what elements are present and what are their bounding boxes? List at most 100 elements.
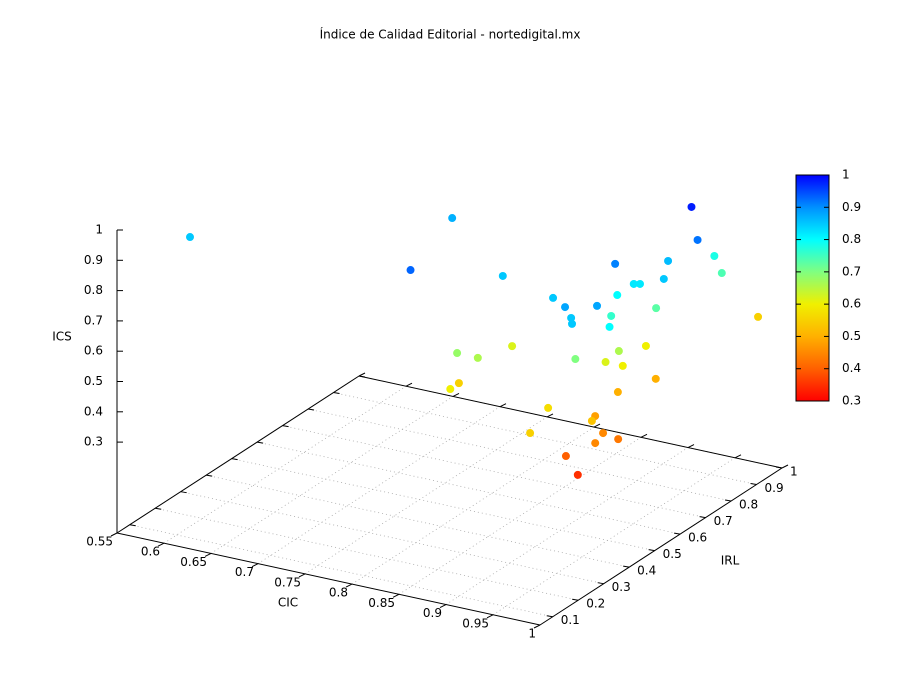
grid-line [206, 474, 630, 568]
z-tick-label: 0.8 [84, 283, 103, 297]
data-point [498, 271, 507, 280]
data-point [448, 214, 457, 223]
data-point [710, 252, 719, 261]
data-point [614, 435, 623, 444]
data-point [561, 303, 570, 312]
x-tick [546, 413, 554, 418]
grid-line [351, 426, 595, 585]
data-point [693, 235, 702, 244]
z-tick-label: 0.6 [84, 344, 103, 358]
data-point [601, 358, 610, 367]
data-point [629, 279, 638, 288]
x-tick-label: 0.8 [329, 586, 348, 600]
data-point [659, 274, 668, 283]
y-tick [129, 524, 136, 527]
x-tick-label: 0.7 [235, 565, 254, 579]
z-tick-label: 0.7 [84, 313, 103, 327]
grid-line [180, 491, 604, 585]
x-tick-label: 0.75 [274, 575, 301, 589]
data-point [607, 311, 616, 320]
x-tick [486, 614, 494, 619]
z-tick-label: 0.9 [84, 253, 103, 267]
y-tick-label: 0.9 [765, 481, 784, 495]
data-point [473, 353, 482, 362]
data-point [635, 279, 644, 288]
x-tick [405, 382, 413, 387]
y-tick-label: 0.8 [739, 498, 758, 512]
z-tick-label: 1 [95, 223, 103, 237]
x-axis-label: CIC [278, 596, 298, 610]
y-tick [180, 491, 187, 494]
data-point [567, 313, 576, 322]
grid-line [129, 524, 553, 618]
data-point [561, 452, 570, 461]
y-tick [724, 499, 732, 502]
data-point [549, 293, 558, 302]
z-axis-label: ICS [52, 330, 72, 344]
z-tick-label: 0.5 [84, 374, 103, 388]
data-point [614, 347, 623, 356]
data-point [571, 355, 580, 364]
data-point [605, 322, 614, 331]
data-point [593, 301, 602, 310]
colorbar-tick-label: 0.9 [842, 200, 861, 214]
y-axis-label: IRL [721, 554, 740, 568]
x-tick [533, 624, 541, 629]
data-point [446, 385, 455, 394]
y-tick [333, 392, 340, 395]
y-tick [572, 598, 579, 601]
x-tick [358, 372, 366, 377]
grid-line [231, 458, 655, 552]
y-tick-label: 0.2 [586, 597, 605, 611]
x-tick [687, 444, 695, 449]
axis-line [116, 375, 360, 534]
data-point [406, 266, 415, 275]
y-tick [257, 441, 264, 444]
data-point [453, 349, 462, 358]
x-tick [593, 423, 601, 428]
grid-line [257, 441, 681, 535]
data-point [717, 269, 726, 278]
y-tick-label: 0.1 [561, 613, 580, 627]
data-point [591, 439, 600, 448]
colorbar-tick-label: 0.8 [842, 232, 861, 246]
data-point [641, 341, 650, 350]
x-tick-label: 0.9 [423, 606, 442, 620]
data-point [613, 291, 622, 300]
data-point [613, 388, 622, 397]
x-tick-label: 0.95 [462, 616, 489, 630]
data-point [454, 379, 463, 388]
data-point [508, 342, 517, 351]
axis-line [116, 532, 541, 626]
grid-line [282, 425, 706, 518]
x-tick [392, 593, 400, 598]
y-tick [648, 549, 655, 552]
x-tick [452, 392, 460, 397]
z-tick-label: 0.3 [84, 435, 103, 449]
data-point [618, 361, 627, 370]
grid-line [257, 406, 501, 565]
y-tick [699, 516, 706, 519]
y-tick-label: 0.5 [663, 547, 682, 561]
data-point [573, 470, 582, 479]
x-tick [499, 403, 507, 408]
y-tick-label: 1 [790, 465, 798, 479]
colorbar-tick-label: 1 [842, 168, 850, 182]
grid-line [304, 416, 548, 575]
y-tick [623, 565, 630, 568]
grid-line [163, 385, 407, 544]
x-tick-label: 0.65 [180, 555, 207, 569]
axis-line [358, 375, 783, 469]
data-point [651, 374, 660, 383]
grid-line [210, 396, 454, 554]
x-tick [251, 563, 259, 568]
data-point [568, 319, 577, 328]
y-tick-label: 0.7 [714, 514, 733, 528]
x-tick-label: 0.55 [86, 535, 113, 549]
x-tick [439, 604, 447, 609]
y-tick [282, 425, 289, 428]
y-tick [206, 474, 213, 477]
y-tick [231, 458, 238, 461]
x-tick [734, 454, 742, 459]
data-point [526, 429, 535, 438]
